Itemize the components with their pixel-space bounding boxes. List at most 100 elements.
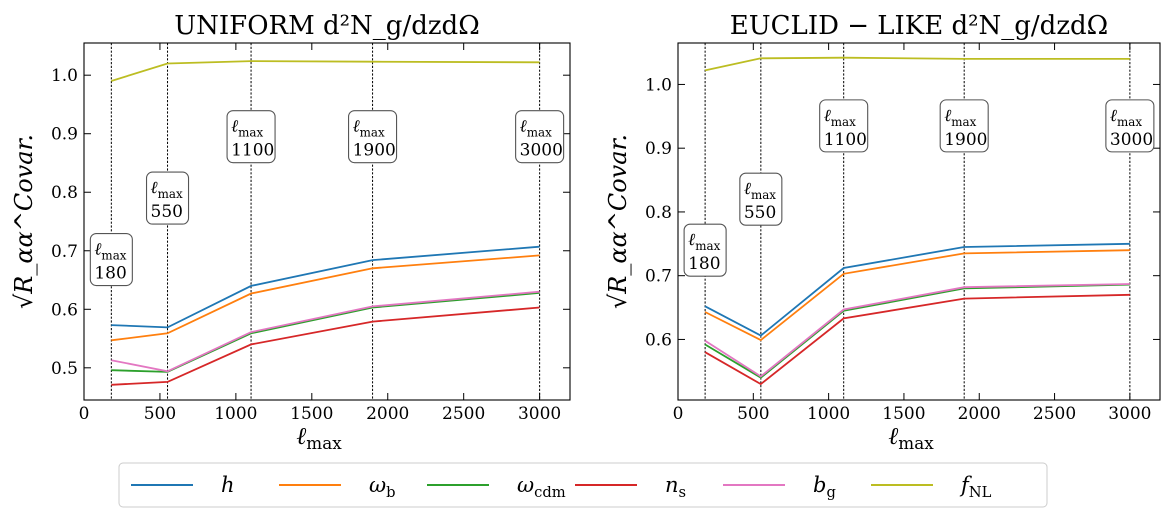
- annotation-value: 1900: [353, 141, 396, 161]
- annotation-box: [683, 223, 727, 277]
- x-tick-label: 2000: [958, 404, 1001, 424]
- annotation-value: 550: [151, 202, 183, 222]
- series-line-f-nl: [704, 56, 1130, 72]
- panel-uniform: UNIFORM d²N_g/dzdΩ 0 500 1000 1500 2000 2500 30…: [10, 11, 571, 453]
- legend-item-h: h: [131, 473, 235, 497]
- legend-label: ns: [665, 473, 686, 501]
- x-tick-label: 1000: [807, 404, 850, 424]
- legend-label: bg: [813, 473, 836, 501]
- annotation-box: [739, 172, 783, 226]
- annotation-box: [226, 110, 276, 164]
- annotation-box: [515, 110, 565, 164]
- annotation-value: 3000: [520, 141, 563, 161]
- annotation-label: ℓmax: [1110, 106, 1142, 129]
- series-line-cdm: [111, 292, 540, 373]
- series-line-h: [704, 242, 1130, 337]
- x-tick-label: 1000: [214, 404, 257, 424]
- annotation-value: 3000: [1110, 130, 1153, 150]
- y-tick-label: 0.8: [645, 203, 672, 223]
- annotation-value: 180: [94, 264, 126, 284]
- chart-title: EUCLID − LIKE d²N_g/dzdΩ: [730, 11, 1108, 41]
- y-tick-label: 0.7: [645, 267, 672, 287]
- series-line-cdm: [704, 283, 1130, 379]
- y-tick-label: 0.6: [645, 330, 672, 350]
- y-tick-label: 0.6: [51, 300, 78, 320]
- series-line-b: [111, 254, 540, 342]
- y-tick-label: 0.9: [51, 125, 78, 145]
- y-tick-label: 1.0: [51, 66, 78, 86]
- series-line-n-s: [704, 293, 1130, 386]
- annotation-label: ℓmax: [353, 117, 385, 140]
- legend-item-f-nl: fNL: [871, 473, 992, 501]
- annotation-box: [939, 99, 989, 153]
- x-tick-label: 3000: [518, 404, 561, 424]
- annotation-value: 550: [744, 203, 776, 223]
- annotation-box: [348, 110, 398, 164]
- x-tick-label: 2500: [1033, 404, 1076, 424]
- annotation-label: ℓmax: [94, 240, 126, 263]
- series-line-f-nl: [111, 60, 540, 82]
- legend-item-cdm: ωcdm: [427, 473, 566, 501]
- annotation-label: ℓmax: [688, 230, 720, 253]
- series-line-n-s: [111, 306, 540, 386]
- annotation-box: [89, 232, 133, 287]
- x-axis-label: ℓmax: [888, 422, 934, 453]
- y-tick-label: 0.7: [51, 242, 78, 262]
- y-tick-label: 0.5: [51, 359, 78, 379]
- y-tick-label: 0.8: [51, 183, 78, 203]
- annotation-label: ℓmax: [520, 117, 552, 140]
- series-line-b-g: [111, 290, 540, 373]
- y-axis-label: √R_αα^Covar.: [10, 134, 38, 309]
- legend: h ωb ωcdm ns bg fNL: [118, 462, 1048, 508]
- annotation-label: ℓmax: [151, 178, 183, 201]
- legend-label: h: [221, 473, 235, 497]
- panel-euclid-like: EUCLID − LIKE d²N_g/dzdΩ 0 500 1000 1500 2000…: [604, 11, 1161, 453]
- y-tick-label: 1.0: [645, 75, 672, 95]
- annotation-label: ℓmax: [944, 106, 976, 129]
- series-line-b: [704, 249, 1130, 342]
- annotation-box: [819, 99, 869, 153]
- x-axis-label: ℓmax: [296, 422, 342, 453]
- legend-label: ωb: [369, 473, 396, 501]
- y-tick-label: 0.9: [645, 139, 672, 159]
- legend-item-b-g: bg: [723, 473, 836, 501]
- x-tick-label: 500: [737, 404, 769, 424]
- annotation-label: ℓmax: [824, 106, 856, 129]
- x-tick-label: 2500: [442, 404, 485, 424]
- x-tick-label: 2000: [366, 404, 409, 424]
- chart-title: UNIFORM d²N_g/dzdΩ: [174, 11, 480, 41]
- x-tick-label: 3000: [1108, 404, 1151, 424]
- series-line-h: [111, 245, 540, 329]
- legend-label: ωcdm: [517, 473, 566, 501]
- axes-frame: [83, 42, 571, 401]
- annotation-value: 1100: [231, 141, 274, 161]
- annotation-value: 1100: [824, 130, 867, 150]
- y-axis-label: √R_αα^Covar.: [604, 134, 632, 309]
- legend-item-n-s: ns: [575, 473, 686, 501]
- annotation-value: 180: [688, 254, 720, 274]
- legend-item-b: ωb: [279, 473, 396, 501]
- annotation-label: ℓmax: [231, 117, 263, 140]
- x-tick-label: 0: [673, 404, 684, 424]
- axes-frame: [677, 42, 1161, 401]
- annotation-box: [1105, 99, 1155, 153]
- annotation-label: ℓmax: [744, 179, 776, 202]
- annotation-value: 1900: [944, 130, 987, 150]
- x-tick-label: 0: [79, 404, 90, 424]
- legend-label: fNL: [959, 473, 992, 501]
- x-tick-label: 500: [144, 404, 176, 424]
- x-tick-label: 1500: [290, 404, 333, 424]
- series-line-b-g: [704, 283, 1130, 378]
